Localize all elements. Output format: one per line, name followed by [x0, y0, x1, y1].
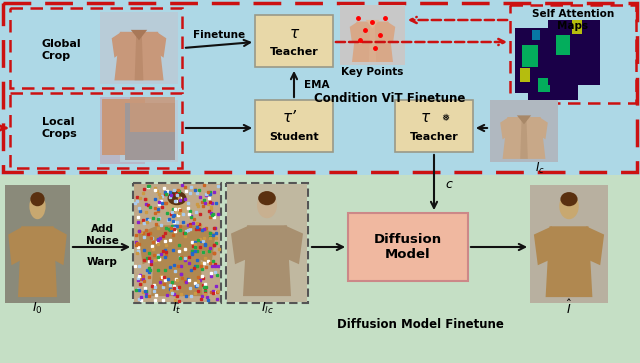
- Text: Finetune: Finetune: [193, 30, 245, 40]
- Text: $I_{lc}$: $I_{lc}$: [260, 301, 273, 315]
- Polygon shape: [534, 226, 554, 265]
- Text: $c$: $c$: [445, 179, 454, 192]
- Text: τ: τ: [420, 110, 429, 126]
- Bar: [10, 8, 182, 88]
- Bar: [5, 185, 70, 303]
- Bar: [522, 45, 538, 67]
- Text: $I_c$: $I_c$: [535, 160, 545, 176]
- Text: Condition ViT Finetune: Condition ViT Finetune: [314, 92, 466, 105]
- Text: Diffusion
Model: Diffusion Model: [374, 233, 442, 261]
- Polygon shape: [538, 117, 548, 139]
- Polygon shape: [134, 32, 143, 80]
- Bar: [0, 175, 640, 363]
- Bar: [395, 100, 473, 152]
- Text: τ’: τ’: [283, 110, 297, 126]
- Text: τ: τ: [289, 25, 299, 41]
- Bar: [100, 12, 178, 84]
- Bar: [348, 213, 468, 281]
- Text: Teacher: Teacher: [410, 132, 458, 142]
- Bar: [340, 5, 405, 65]
- Bar: [528, 75, 578, 100]
- Polygon shape: [283, 225, 303, 264]
- Text: Self Attention
Maps: Self Attention Maps: [532, 9, 614, 30]
- Polygon shape: [520, 117, 528, 159]
- Polygon shape: [517, 115, 531, 124]
- Text: $I_t$: $I_t$: [172, 301, 182, 315]
- Polygon shape: [112, 32, 124, 58]
- Polygon shape: [385, 21, 396, 43]
- Ellipse shape: [561, 192, 577, 206]
- Ellipse shape: [258, 191, 276, 205]
- Bar: [556, 35, 570, 55]
- Ellipse shape: [257, 192, 277, 218]
- Polygon shape: [243, 225, 291, 296]
- Text: Key Points: Key Points: [341, 67, 403, 77]
- Polygon shape: [584, 226, 604, 265]
- Text: Student: Student: [269, 132, 319, 142]
- Polygon shape: [138, 225, 160, 264]
- Text: Warp: Warp: [86, 257, 117, 267]
- Bar: [490, 100, 558, 162]
- Ellipse shape: [166, 192, 188, 218]
- Bar: [548, 20, 600, 85]
- Bar: [255, 100, 333, 152]
- Bar: [133, 183, 221, 303]
- Polygon shape: [194, 225, 216, 264]
- Polygon shape: [500, 117, 511, 139]
- Polygon shape: [231, 225, 251, 264]
- Bar: [227, 184, 307, 302]
- Ellipse shape: [30, 192, 45, 206]
- Polygon shape: [8, 226, 24, 265]
- Bar: [100, 97, 145, 164]
- Polygon shape: [51, 226, 67, 265]
- Polygon shape: [349, 21, 360, 43]
- Polygon shape: [545, 226, 593, 297]
- Bar: [0, 0, 640, 175]
- Text: $I_0$: $I_0$: [31, 301, 42, 315]
- Ellipse shape: [559, 193, 579, 219]
- Polygon shape: [502, 117, 545, 159]
- Bar: [532, 30, 540, 40]
- Text: Teacher: Teacher: [269, 47, 318, 57]
- Bar: [530, 185, 608, 303]
- Bar: [3, 3, 637, 172]
- Polygon shape: [131, 30, 147, 40]
- Polygon shape: [369, 21, 376, 62]
- Ellipse shape: [29, 193, 45, 219]
- Polygon shape: [102, 99, 145, 155]
- Bar: [520, 68, 530, 82]
- Polygon shape: [125, 103, 175, 160]
- Text: $\hat{I}$: $\hat{I}$: [566, 299, 572, 317]
- Polygon shape: [154, 32, 166, 58]
- Polygon shape: [365, 20, 380, 29]
- Polygon shape: [151, 225, 203, 296]
- Bar: [134, 184, 220, 302]
- Text: Diffusion Model Finetune: Diffusion Model Finetune: [337, 318, 504, 331]
- Text: Global
Crop: Global Crop: [42, 39, 82, 61]
- Bar: [515, 28, 567, 93]
- Polygon shape: [18, 226, 57, 297]
- Bar: [510, 5, 636, 103]
- Text: Local
Crops: Local Crops: [42, 117, 77, 139]
- Polygon shape: [130, 97, 175, 132]
- Bar: [120, 100, 178, 162]
- Bar: [10, 93, 182, 168]
- Ellipse shape: [168, 191, 186, 205]
- Bar: [572, 20, 582, 34]
- Polygon shape: [115, 32, 164, 80]
- Polygon shape: [352, 21, 393, 62]
- Bar: [255, 15, 333, 67]
- Bar: [226, 183, 308, 303]
- Text: ❅: ❅: [441, 113, 449, 123]
- Bar: [134, 184, 220, 302]
- Text: EMA: EMA: [304, 80, 330, 90]
- Text: Add
Noise: Add Noise: [86, 224, 118, 246]
- Bar: [538, 78, 550, 92]
